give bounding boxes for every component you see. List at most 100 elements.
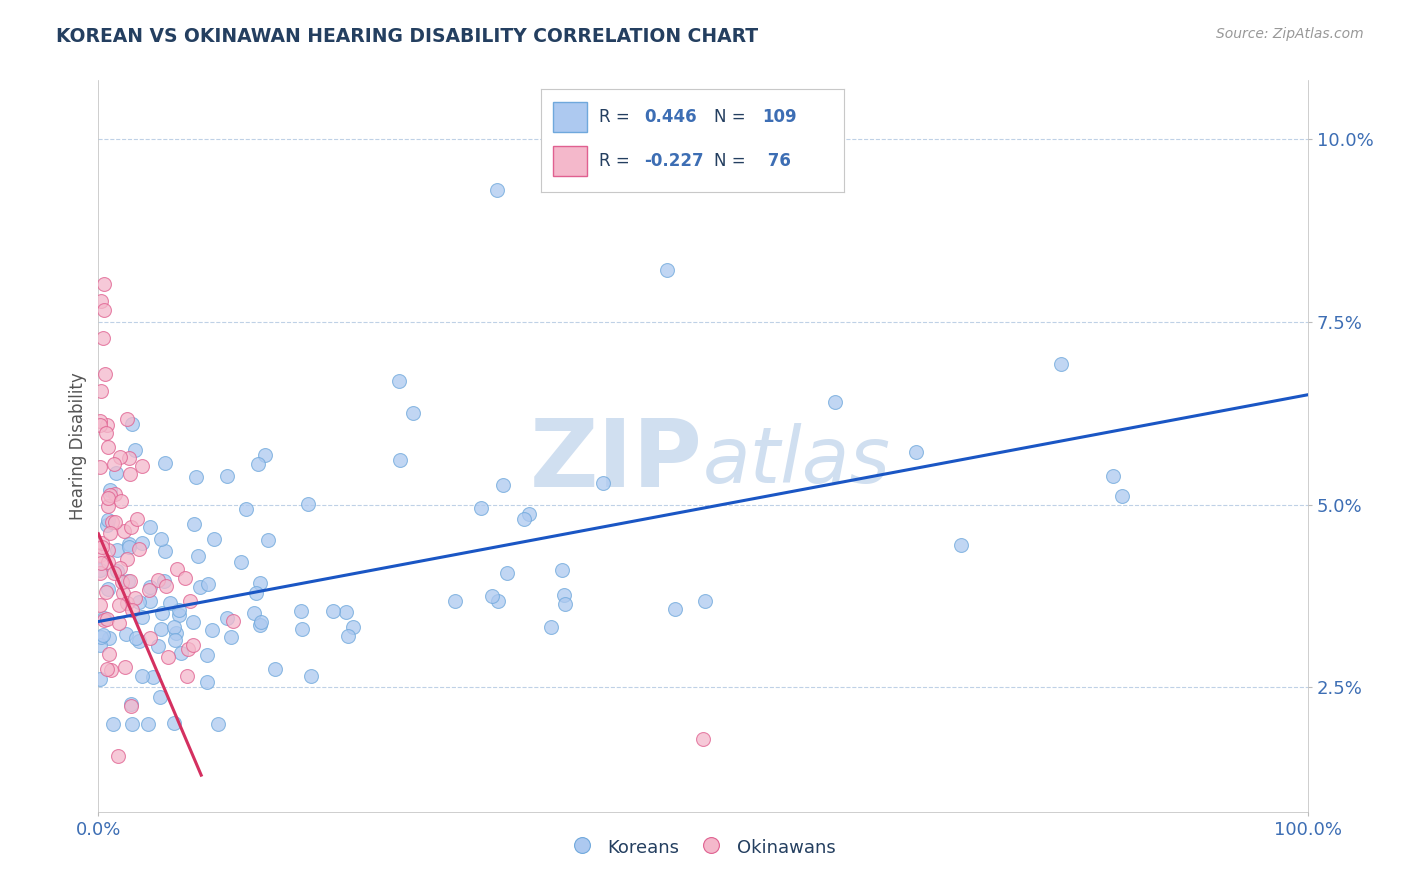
Point [486, 183, 509, 197]
Point [592, 476, 614, 491]
Text: Source: ZipAtlas.com: Source: ZipAtlas.com [1216, 27, 1364, 41]
Point [138, 582, 160, 597]
Point [139, 631, 162, 645]
Point [118, 541, 141, 555]
Text: 109: 109 [762, 108, 797, 126]
Point [96, 585, 118, 599]
Point [249, 617, 271, 632]
Point [139, 520, 162, 534]
Point [163, 716, 186, 731]
Point [91, 540, 114, 554]
Point [229, 555, 252, 569]
Point [107, 543, 129, 558]
Text: R =: R = [599, 152, 630, 170]
Point [120, 574, 142, 589]
Point [138, 580, 160, 594]
Point [93, 614, 115, 628]
Point [97, 513, 120, 527]
Point [96, 418, 118, 433]
Point [290, 604, 312, 618]
Point [89, 639, 111, 653]
Point [554, 597, 576, 611]
Point [89, 414, 111, 428]
Point [114, 660, 136, 674]
Point [167, 608, 190, 623]
Point [90, 556, 112, 570]
Point [290, 622, 312, 636]
Point [110, 561, 132, 575]
Bar [554, 102, 586, 132]
Point [117, 574, 139, 589]
Point [195, 648, 218, 662]
Point [131, 668, 153, 682]
Point [824, 394, 846, 409]
Point [905, 445, 928, 459]
Point [98, 488, 121, 502]
Point [163, 620, 186, 634]
Point [105, 564, 128, 578]
Point [692, 731, 714, 746]
Point [120, 698, 142, 713]
Point [100, 663, 122, 677]
Point [165, 633, 187, 648]
Point [112, 524, 135, 538]
Point [388, 374, 411, 388]
Point [299, 669, 322, 683]
Point [104, 487, 127, 501]
Point [664, 601, 686, 615]
Point [197, 674, 219, 689]
Point [253, 448, 276, 462]
Point [215, 469, 238, 483]
Point [90, 384, 112, 398]
Point [201, 623, 224, 637]
Point [245, 586, 267, 600]
Point [91, 628, 114, 642]
Point [121, 417, 143, 431]
Point [103, 457, 125, 471]
Point [496, 566, 519, 580]
Point [125, 631, 148, 645]
Point [187, 549, 209, 563]
Text: N =: N = [714, 152, 745, 170]
Point [517, 507, 540, 521]
Point [97, 555, 120, 569]
Point [153, 543, 176, 558]
Point [202, 532, 225, 546]
Point [402, 406, 425, 420]
Point [243, 606, 266, 620]
Point [950, 538, 973, 552]
Point [481, 589, 503, 603]
Point [1101, 469, 1123, 483]
Point [124, 442, 146, 457]
Point [118, 537, 141, 551]
Text: R =: R = [599, 108, 630, 126]
Point [107, 749, 129, 764]
Point [159, 596, 181, 610]
Point [150, 606, 173, 620]
Point [90, 293, 112, 308]
Point [97, 542, 120, 557]
Point [156, 650, 179, 665]
Point [655, 263, 678, 277]
Point [184, 470, 207, 484]
Point [89, 599, 111, 613]
Point [155, 456, 177, 470]
Point [118, 450, 141, 465]
Point [104, 516, 127, 530]
Point [155, 579, 177, 593]
Point [166, 562, 188, 576]
Point [89, 460, 111, 475]
Point [93, 302, 115, 317]
Point [150, 533, 173, 547]
Point [190, 580, 212, 594]
Point [177, 642, 200, 657]
Point [174, 571, 197, 585]
Point [183, 517, 205, 532]
Point [235, 502, 257, 516]
Point [167, 603, 190, 617]
Point [444, 594, 467, 608]
Point [540, 620, 562, 634]
Point [121, 602, 143, 616]
Point [96, 517, 118, 532]
Point [250, 615, 273, 629]
